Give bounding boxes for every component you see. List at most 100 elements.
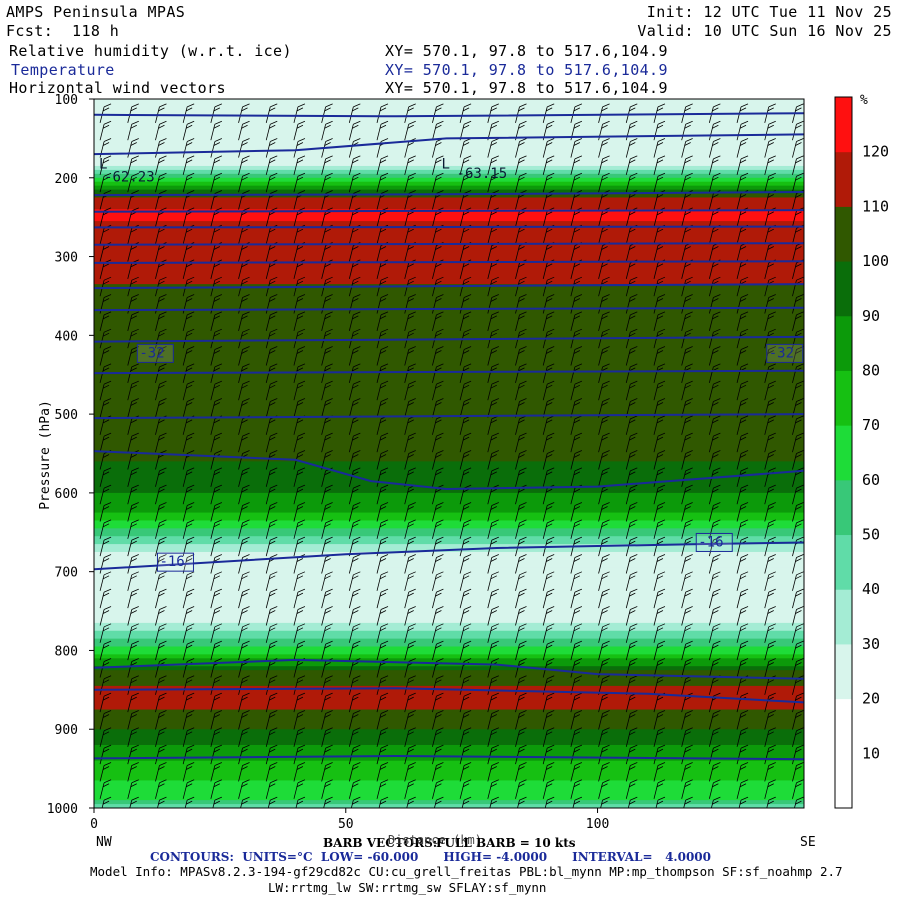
wind-barb [348,710,361,730]
rh-band [94,150,804,155]
wind-barb [625,363,638,383]
wind-barb [708,692,721,713]
wind-barb [625,415,638,435]
rh-band [94,618,804,624]
wind-barb [238,692,250,713]
wind-barb [515,484,527,505]
colorbar-swatch [835,534,852,590]
temperature-contour [94,133,804,156]
rh-band [94,418,804,423]
wind-barb [515,606,527,626]
wind-barb [99,120,112,141]
wind-barb [129,796,139,808]
wind-barb [598,172,610,193]
wind-barb [404,346,416,366]
wind-barb [348,138,361,158]
wind-barb [155,502,167,522]
wind-barb [542,606,555,626]
wind-barb [348,554,361,574]
wind-barb [681,484,693,505]
wind-barb [653,623,666,643]
wind-barb [764,744,776,765]
rh-band [94,733,804,738]
rh-band [94,674,804,679]
wind-barb [99,554,112,574]
rh-band [94,236,804,242]
wind-barb [515,415,527,435]
y-tick-label: 1000 [47,802,78,817]
wind-barb [542,675,555,695]
wind-barb [404,536,416,557]
rh-band [94,390,804,396]
rh-band [94,768,804,774]
colorbar-frame [834,96,853,809]
temperature-contour [94,335,804,343]
model-info-physics: LW:rrtmg_lw SW:rrtmg_sw SFLAY:sf_mynn [268,880,547,895]
wind-barb [515,138,527,158]
wind-barb [515,155,527,175]
wind-barb [155,779,167,799]
temperature-contour [94,260,804,264]
rh-band [94,492,804,498]
wind-barb [127,432,139,453]
wind-barb [736,120,749,141]
wind-barb [598,224,610,245]
wind-barb [736,259,749,279]
colorbar-label: 10 [862,744,880,762]
wind-barb [708,519,721,539]
wind-barb [99,519,112,539]
rh-band [94,756,804,762]
wind-barb [293,710,306,730]
wind-barb [210,190,223,210]
wind-barb [487,658,499,678]
wind-barb [459,762,472,782]
wind-barb [265,398,278,418]
temperature-contour [94,450,804,491]
wind-barb [708,588,721,609]
colorbar: 10 20 30 40 50 60 70 80 90 100 110 120% [834,93,889,809]
field-xy-wind: XY= 570.1, 97.8 to 517.6,104.9 [385,79,668,97]
rh-band [94,634,804,640]
wind-barb [293,398,306,418]
rh-band [94,201,804,206]
wind-barb [708,606,721,626]
wind-barb [210,346,223,366]
wind-barb [265,606,278,626]
wind-barb [459,450,472,470]
wind-barb [598,502,610,522]
wind-barb [542,432,555,453]
wind-barb [210,363,223,383]
wind-barb [598,415,610,435]
wind-barb [127,120,139,141]
wind-barb [404,242,416,262]
wind-barb [708,328,721,349]
rh-band [94,398,804,403]
wind-barb [182,502,195,522]
wind-barb [432,311,444,331]
wind-barb [459,138,472,158]
wind-barb [238,554,250,574]
wind-barb [542,623,555,643]
wind-barb [544,796,555,808]
wind-barb [598,398,610,418]
wind-barb [99,172,112,193]
colorbar-label: 90 [862,307,880,325]
wind-barb [293,311,306,331]
wind-barb [210,762,223,782]
wind-barb [376,467,389,487]
wind-barb [792,588,804,609]
wind-barb [238,588,250,609]
wind-barb [99,727,112,747]
wind-barb [99,346,112,366]
wind-barb [432,380,444,401]
x-end-label-nw: NW [96,835,112,850]
wind-barb [708,554,721,574]
wind-barb [459,727,472,747]
colorbar-label: 70 [862,416,880,434]
wind-barb [321,467,333,487]
wind-barb [598,536,610,557]
wind-barb [625,311,638,331]
wind-barb [265,727,278,747]
wind-barb [182,744,195,765]
wind-barb [708,138,721,158]
